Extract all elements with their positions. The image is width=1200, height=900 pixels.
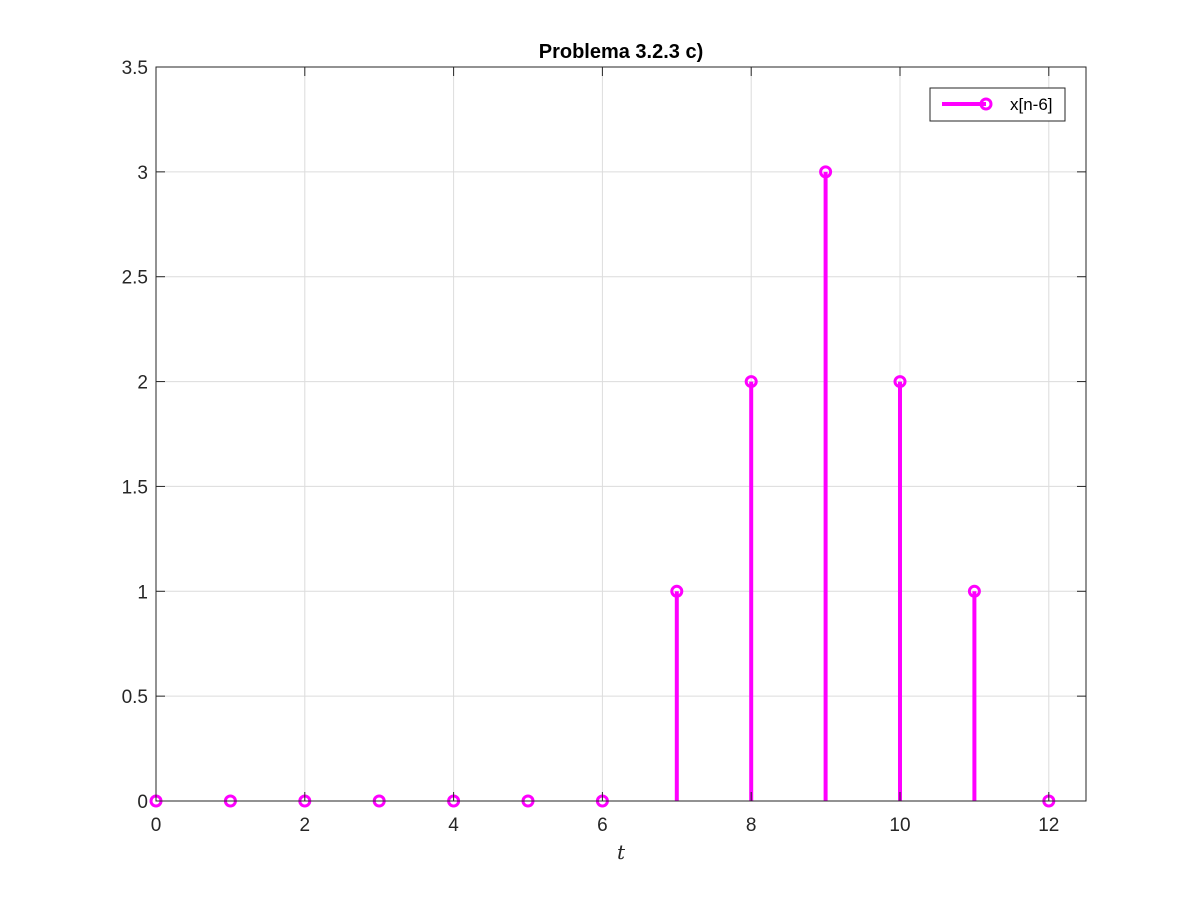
x-tick-label: 0 [151,815,162,836]
stem-marker [744,375,758,389]
data-series-stems [149,165,1056,808]
y-tick-label: 0 [137,792,148,813]
y-tick-label: 3 [137,163,148,184]
legend[interactable]: x[n-6] [929,87,1066,122]
axes [155,66,1087,802]
y-tick-label: 2.5 [122,268,148,289]
x-tick-label: 4 [448,815,459,836]
stem-marker [819,165,833,179]
chart-title: Problema 3.2.3 c) [539,41,704,63]
x-tick-label: 6 [597,815,608,836]
tick-labels: 0 2 4 6 8 10 12 0 0.5 1 1.5 2 2.5 3 3.5 [122,58,1060,836]
y-tick-label: 3.5 [122,58,148,79]
x-tick-label: 12 [1038,815,1059,836]
y-tick-label: 2 [137,373,148,394]
stem-marker [893,375,907,389]
x-axis-label: t [617,840,626,864]
stem-marker [967,584,981,598]
y-tick-label: 1 [137,582,148,603]
y-tick-label: 1.5 [122,477,148,498]
stem-marker [670,584,684,598]
x-tick-label: 8 [746,815,757,836]
y-tick-label: 0.5 [122,687,148,708]
x-tick-label: 10 [889,815,910,836]
x-tick-label: 2 [300,815,311,836]
legend-entry-label: x[n-6] [1010,95,1053,114]
axes-box [155,66,1087,802]
legend-marker-sample [979,97,993,111]
